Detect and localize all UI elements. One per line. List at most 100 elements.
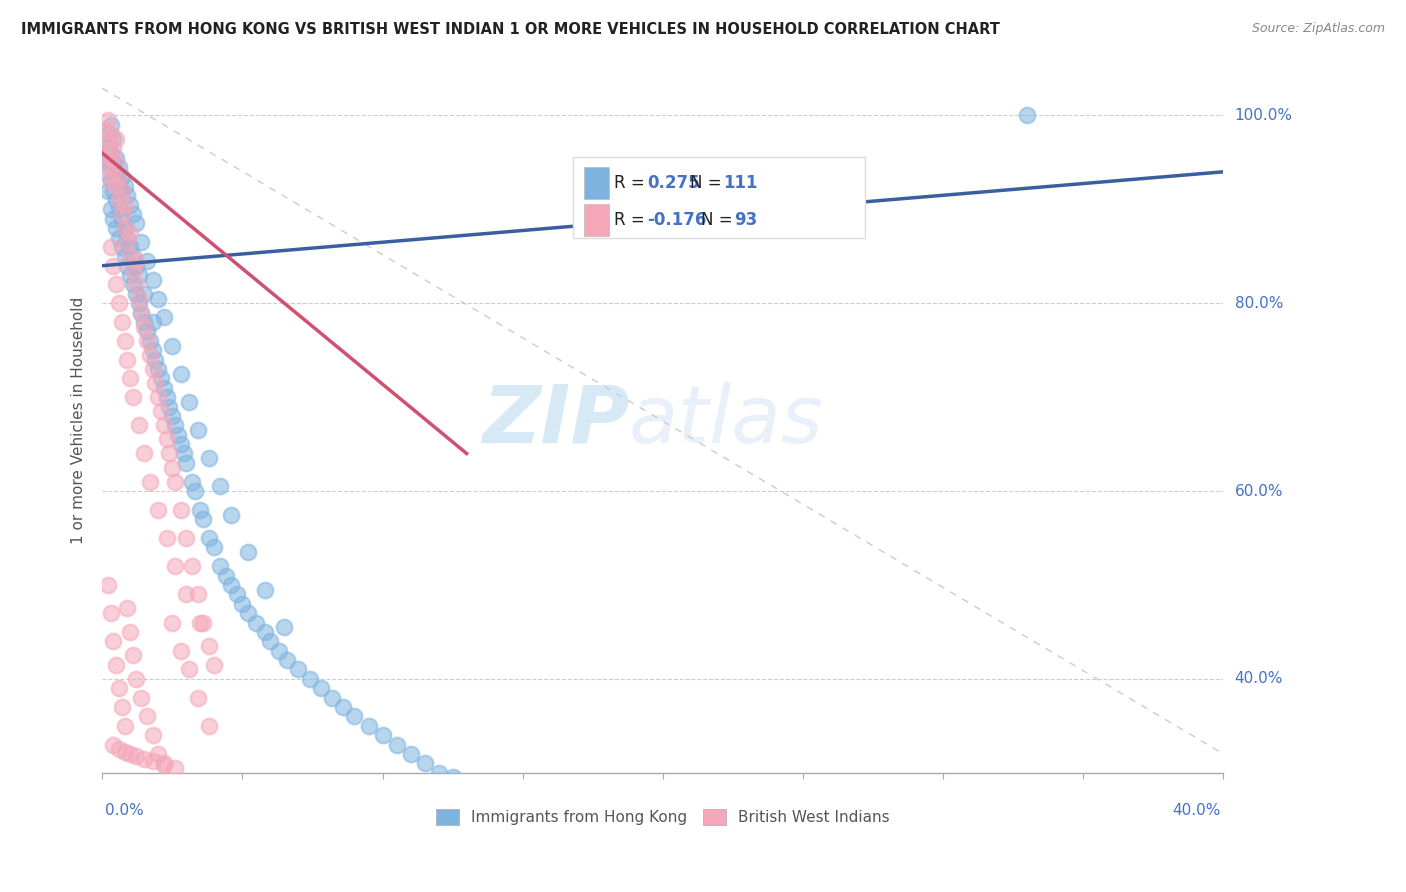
- Point: [162, 409, 184, 423]
- Point: [456, 775, 478, 789]
- Point: [332, 700, 354, 714]
- Point: [122, 249, 145, 263]
- Point: [105, 221, 128, 235]
- Point: [139, 348, 162, 362]
- Point: [122, 648, 145, 663]
- Point: [108, 742, 131, 756]
- Point: [125, 254, 148, 268]
- Point: [120, 226, 142, 240]
- Point: [111, 184, 134, 198]
- Point: [148, 292, 170, 306]
- Point: [183, 484, 205, 499]
- Point: [108, 160, 131, 174]
- Point: [125, 217, 148, 231]
- Point: [97, 136, 120, 151]
- Point: [287, 663, 309, 677]
- Point: [148, 503, 170, 517]
- Point: [148, 390, 170, 404]
- Point: [131, 306, 153, 320]
- Point: [148, 747, 170, 761]
- Point: [153, 418, 176, 433]
- Point: [111, 169, 134, 184]
- Point: [94, 165, 117, 179]
- Point: [309, 681, 332, 696]
- Point: [131, 235, 153, 250]
- Point: [114, 249, 136, 263]
- Point: [97, 128, 120, 142]
- Point: [142, 362, 165, 376]
- Text: 40.0%: 40.0%: [1173, 804, 1220, 818]
- Point: [253, 624, 276, 639]
- Point: [136, 709, 159, 723]
- Text: 40.0%: 40.0%: [1234, 672, 1282, 686]
- Point: [1017, 108, 1039, 122]
- Point: [97, 141, 120, 155]
- Point: [142, 728, 165, 742]
- Point: [117, 601, 139, 615]
- Point: [103, 141, 125, 155]
- Point: [188, 503, 211, 517]
- Point: [385, 738, 408, 752]
- Point: [202, 541, 225, 555]
- Point: [114, 745, 136, 759]
- Point: [156, 531, 179, 545]
- Point: [111, 184, 134, 198]
- Point: [142, 343, 165, 358]
- Point: [139, 334, 162, 348]
- Point: [139, 475, 162, 489]
- Point: [142, 315, 165, 329]
- Point: [103, 211, 125, 226]
- Point: [100, 240, 122, 254]
- Point: [97, 184, 120, 198]
- Point: [191, 512, 214, 526]
- Point: [399, 747, 422, 761]
- Point: [134, 315, 156, 329]
- Point: [165, 761, 187, 775]
- Point: [186, 587, 208, 601]
- Point: [120, 268, 142, 282]
- Point: [197, 531, 219, 545]
- Point: [117, 188, 139, 202]
- Point: [162, 460, 184, 475]
- Point: [197, 639, 219, 653]
- Point: [108, 681, 131, 696]
- Point: [111, 240, 134, 254]
- Point: [267, 643, 290, 657]
- Bar: [585, 204, 609, 235]
- Point: [165, 418, 187, 433]
- Point: [413, 756, 436, 771]
- Point: [103, 165, 125, 179]
- Point: [97, 155, 120, 169]
- Point: [103, 184, 125, 198]
- Point: [100, 118, 122, 132]
- Point: [114, 719, 136, 733]
- Point: [128, 292, 150, 306]
- Point: [225, 587, 247, 601]
- Point: [100, 202, 122, 217]
- Point: [176, 531, 198, 545]
- Point: [117, 235, 139, 250]
- Point: [94, 122, 117, 136]
- Point: [484, 780, 506, 794]
- Point: [131, 690, 153, 705]
- Point: [122, 390, 145, 404]
- Point: [108, 202, 131, 217]
- Point: [208, 479, 231, 493]
- Point: [153, 310, 176, 325]
- Point: [165, 559, 187, 574]
- Point: [191, 615, 214, 630]
- Point: [343, 709, 366, 723]
- Point: [122, 263, 145, 277]
- Point: [103, 259, 125, 273]
- Point: [125, 277, 148, 292]
- Text: N =: N =: [690, 174, 727, 193]
- Text: 60.0%: 60.0%: [1234, 483, 1284, 499]
- Text: IMMIGRANTS FROM HONG KONG VS BRITISH WEST INDIAN 1 OR MORE VEHICLES IN HOUSEHOLD: IMMIGRANTS FROM HONG KONG VS BRITISH WES…: [21, 22, 1000, 37]
- Point: [253, 582, 276, 597]
- Point: [103, 132, 125, 146]
- Point: [108, 174, 131, 188]
- Point: [156, 433, 179, 447]
- Point: [105, 277, 128, 292]
- Point: [188, 615, 211, 630]
- Point: [117, 259, 139, 273]
